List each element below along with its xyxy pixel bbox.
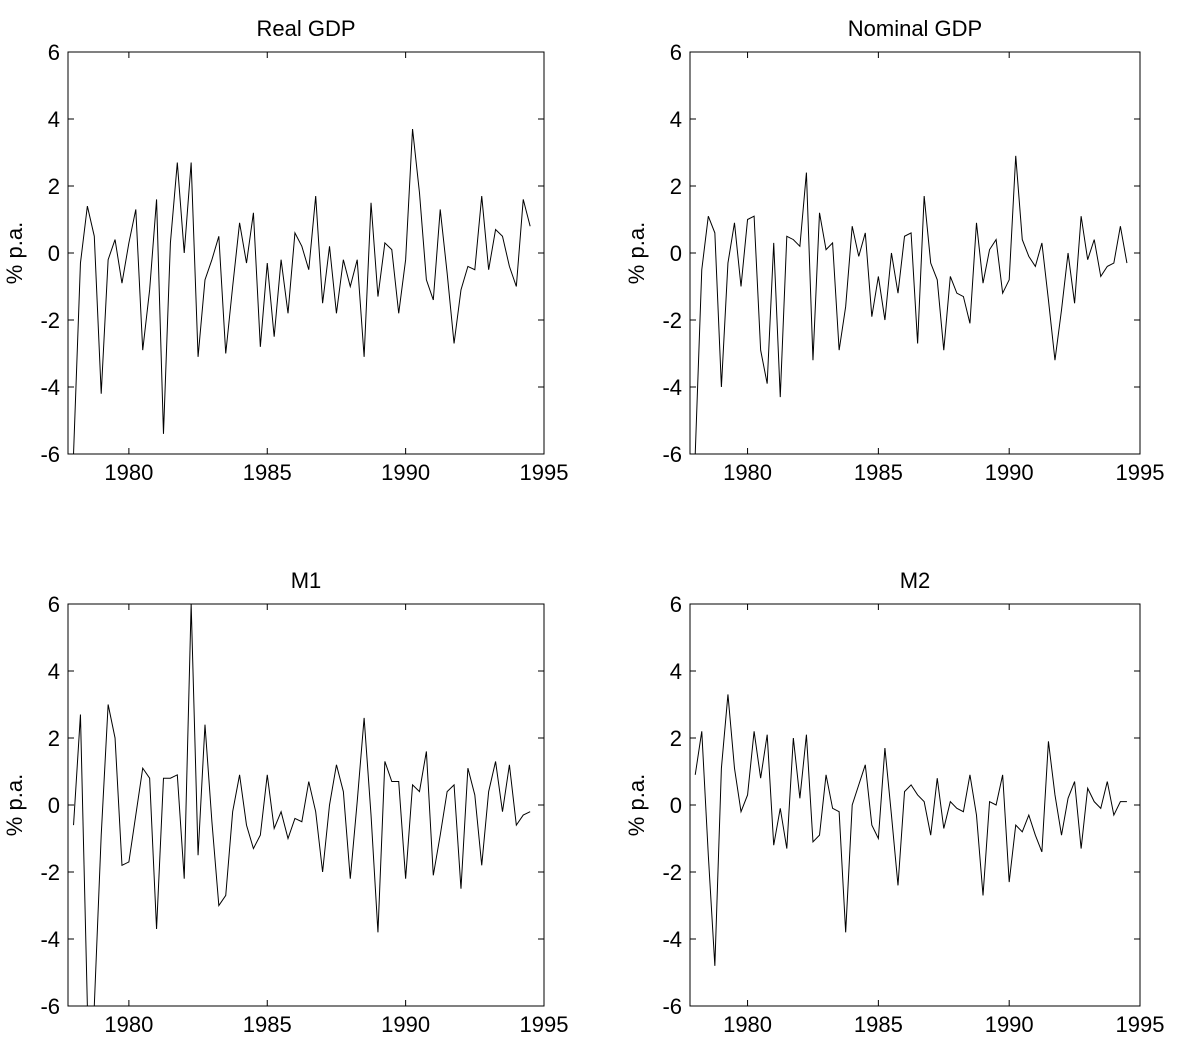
chart-3: M2 % p.a. 1980 1985 1990 1995 -6 -4 -2 0 2 4 6: [624, 568, 1164, 1037]
chart-2-ytick-label-3: 0: [48, 793, 60, 818]
chart-0-series-line-0: [73, 128, 531, 455]
chart-3-ytick-label-5: 4: [670, 659, 682, 684]
chart-3-ytick-label-1: -4: [662, 927, 682, 952]
chart-1-ytick-label-2: -2: [662, 308, 682, 333]
chart-1-xtick-label-3: 1995: [1116, 460, 1165, 485]
chart-3-ytick-label-6: 6: [670, 592, 682, 617]
chart-0-ytick-label-6: 6: [48, 40, 60, 65]
chart-1-series-line-0: [694, 155, 1128, 455]
chart-2-ylabel: % p.a.: [2, 774, 27, 836]
chart-2-xtick-label-1: 1985: [243, 1012, 292, 1037]
chart-0-ytick-label-4: 2: [48, 174, 60, 199]
chart-3-xtick-label-0: 1980: [723, 1012, 772, 1037]
chart-2-xtick-label-0: 1980: [104, 1012, 153, 1037]
chart-2-ytick-label-4: 2: [48, 726, 60, 751]
chart-1-ylabel: % p.a.: [624, 222, 649, 284]
chart-0-plot-area: [67, 51, 545, 455]
chart-0-ytick-label-1: -4: [40, 375, 60, 400]
chart-2-title: M1: [291, 568, 322, 593]
chart-1-ytick-label-5: 4: [670, 107, 682, 132]
chart-2: M1 % p.a. 1980 1985 1990 1995 -6 -4 -2 0 2 4 6: [2, 568, 568, 1037]
chart-0-ylabel: % p.a.: [2, 222, 27, 284]
chart-1-ytick-label-1: -4: [662, 375, 682, 400]
chart-1-xtick-label-1: 1985: [854, 460, 903, 485]
chart-1-ytick-label-0: -6: [662, 442, 682, 467]
chart-0-ytick-label-5: 4: [48, 107, 60, 132]
chart-1-ytick-label-3: 0: [670, 241, 682, 266]
chart-0-xtick-label-0: 1980: [104, 460, 153, 485]
chart-3-xtick-label-3: 1995: [1116, 1012, 1165, 1037]
chart-3-ytick-label-2: -2: [662, 860, 682, 885]
chart-1-plot-area: [689, 51, 1141, 455]
chart-0-xtick-label-1: 1985: [243, 460, 292, 485]
chart-1-xtick-label-2: 1990: [985, 460, 1034, 485]
chart-1-xtick-label-0: 1980: [723, 460, 772, 485]
chart-3-xtick-label-2: 1990: [985, 1012, 1034, 1037]
chart-2-plot-area: [67, 603, 545, 1007]
chart-2-ytick-label-5: 4: [48, 659, 60, 684]
chart-3-title: M2: [900, 568, 931, 593]
chart-0-ytick-label-2: -2: [40, 308, 60, 333]
chart-0-ytick-label-3: 0: [48, 241, 60, 266]
chart-1: Nominal GDP % p.a. 1980 1985 1990 1995 -6 -4 -2 0…: [624, 16, 1164, 485]
chart-0: Real GDP % p.a. 1980 1985 1990 1995 -6 -4 -2 0 2 4 6: [2, 16, 568, 485]
chart-0-xtick-label-3: 1995: [520, 460, 569, 485]
chart-1-title: Nominal GDP: [848, 16, 982, 41]
chart-2-xtick-label-3: 1995: [520, 1012, 569, 1037]
chart-3-ytick-label-0: -6: [662, 994, 682, 1019]
chart-3-ylabel: % p.a.: [624, 774, 649, 836]
chart-3-series-line-0: [694, 694, 1127, 966]
chart-2-series-line-0: [73, 603, 531, 1007]
chart-2-xtick-label-2: 1990: [381, 1012, 430, 1037]
chart-2-ytick-label-6: 6: [48, 592, 60, 617]
chart-3-ytick-label-3: 0: [670, 793, 682, 818]
chart-0-xtick-label-2: 1990: [381, 460, 430, 485]
chart-3-plot-area: [689, 603, 1141, 1007]
chart-1-ytick-label-6: 6: [670, 40, 682, 65]
chart-2-ytick-label-2: -2: [40, 860, 60, 885]
chart-2-ytick-label-1: -4: [40, 927, 60, 952]
chart-2-ytick-label-0: -6: [40, 994, 60, 1019]
chart-3-xtick-label-1: 1985: [854, 1012, 903, 1037]
chart-0-title: Real GDP: [256, 16, 355, 41]
chart-1-ytick-label-4: 2: [670, 174, 682, 199]
chart-0-ytick-label-0: -6: [40, 442, 60, 467]
chart-3-ytick-label-4: 2: [670, 726, 682, 751]
